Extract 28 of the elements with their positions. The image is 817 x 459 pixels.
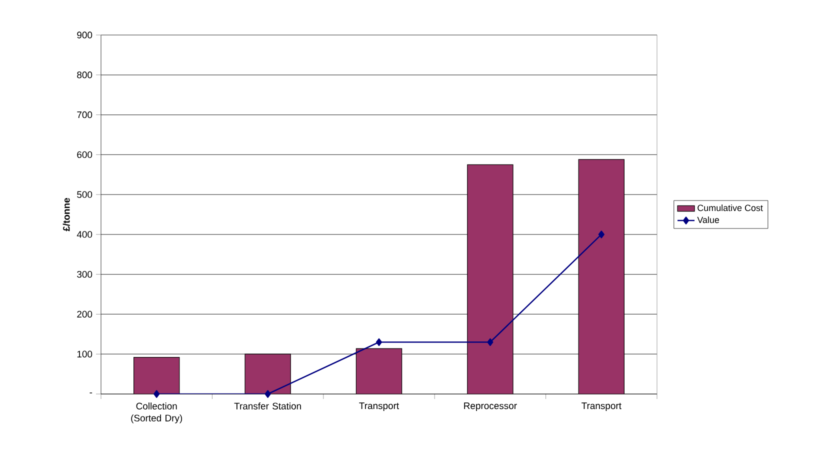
- point: [487, 338, 494, 346]
- bar: [356, 348, 402, 394]
- bar: [578, 159, 625, 394]
- x-tick-label: Collection (Sorted Dry): [131, 402, 182, 424]
- point: [264, 390, 271, 398]
- point: [154, 390, 160, 398]
- y-tick-label: -: [90, 392, 92, 394]
- bar: [134, 357, 180, 394]
- point: [376, 338, 382, 346]
- y-tick-label: 300: [77, 270, 92, 278]
- y-tick-label: 200: [77, 310, 92, 318]
- legend-label: Value: [697, 216, 720, 224]
- x-tick-label: Transport: [359, 402, 400, 411]
- y-tick-label: 100: [77, 350, 92, 358]
- point: [598, 230, 604, 238]
- y-axis-title: £/tonne: [62, 198, 70, 232]
- x-tick-label: Transfer Station: [234, 402, 301, 410]
- legend-label: Cumulative Cost: [698, 204, 763, 212]
- bar: [467, 164, 513, 394]
- y-tick-label: 600: [77, 151, 92, 158]
- y-tick-label: 900: [77, 32, 92, 38]
- y-tick-label: 400: [76, 231, 92, 238]
- y-tick-label: 700: [77, 111, 92, 118]
- y-tick-label: 800: [77, 72, 92, 78]
- x-tick-label: Reprocessor: [464, 402, 517, 411]
- y-tick-label: 500: [77, 191, 92, 198]
- bar: [245, 354, 291, 394]
- x-tick-label: Transport: [582, 402, 622, 411]
